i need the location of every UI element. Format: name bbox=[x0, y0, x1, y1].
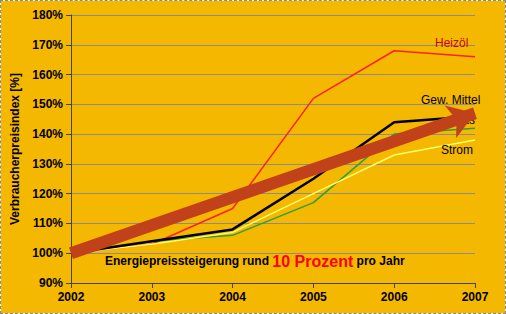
svg-text:90%: 90% bbox=[39, 276, 63, 290]
svg-text:110%: 110% bbox=[33, 216, 63, 230]
svg-text:150%: 150% bbox=[32, 97, 63, 111]
svg-text:120%: 120% bbox=[32, 187, 63, 201]
svg-text:2006: 2006 bbox=[381, 290, 408, 304]
svg-text:130%: 130% bbox=[32, 157, 63, 171]
svg-text:170%: 170% bbox=[32, 38, 63, 52]
svg-text:pro Jahr: pro Jahr bbox=[353, 254, 405, 268]
svg-text:100%: 100% bbox=[32, 246, 63, 260]
svg-text:Heizöl: Heizöl bbox=[435, 36, 468, 50]
svg-text:2002: 2002 bbox=[58, 290, 85, 304]
svg-text:180%: 180% bbox=[32, 8, 63, 22]
svg-text:10 Prozent: 10 Prozent bbox=[272, 253, 354, 270]
svg-text:Energiepreissteigerung rund: Energiepreissteigerung rund bbox=[105, 254, 272, 268]
svg-text:Strom: Strom bbox=[441, 143, 473, 157]
svg-text:140%: 140% bbox=[32, 127, 63, 141]
svg-text:2005: 2005 bbox=[300, 290, 327, 304]
svg-text:2004: 2004 bbox=[219, 290, 246, 304]
svg-text:Verbraucherpreisindex [%]: Verbraucherpreisindex [%] bbox=[8, 73, 22, 225]
svg-text:Gew. Mittel: Gew. Mittel bbox=[421, 93, 480, 107]
svg-text:2007: 2007 bbox=[462, 290, 489, 304]
svg-text:2003: 2003 bbox=[138, 290, 165, 304]
svg-text:160%: 160% bbox=[32, 68, 63, 82]
